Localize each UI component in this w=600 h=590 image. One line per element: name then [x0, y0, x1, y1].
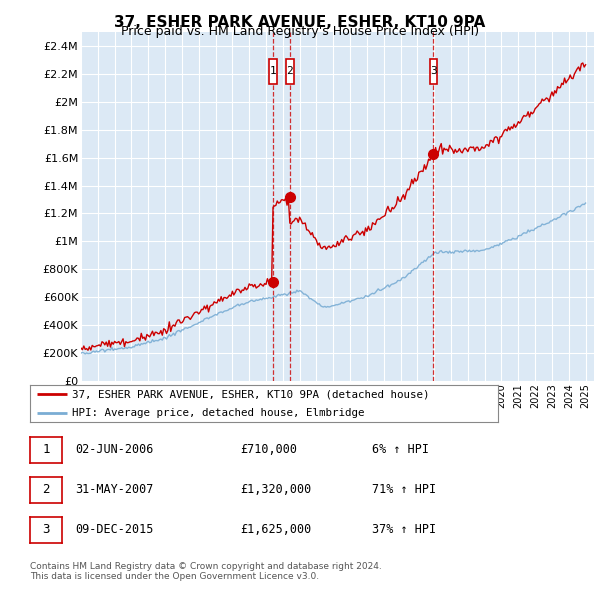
Text: 2: 2 [287, 67, 293, 77]
Text: £1,625,000: £1,625,000 [240, 523, 311, 536]
Text: 3: 3 [43, 523, 50, 536]
Text: 37, ESHER PARK AVENUE, ESHER, KT10 9PA (detached house): 37, ESHER PARK AVENUE, ESHER, KT10 9PA (… [72, 389, 430, 399]
Text: 09-DEC-2015: 09-DEC-2015 [75, 523, 154, 536]
Text: HPI: Average price, detached house, Elmbridge: HPI: Average price, detached house, Elmb… [72, 408, 365, 418]
Text: Contains HM Land Registry data © Crown copyright and database right 2024.: Contains HM Land Registry data © Crown c… [30, 562, 382, 571]
Text: 3: 3 [430, 67, 437, 77]
Text: £1,320,000: £1,320,000 [240, 483, 311, 496]
Text: 31-MAY-2007: 31-MAY-2007 [75, 483, 154, 496]
Text: 2: 2 [43, 483, 50, 496]
FancyBboxPatch shape [269, 59, 277, 84]
FancyBboxPatch shape [430, 59, 437, 84]
Text: £710,000: £710,000 [240, 443, 297, 456]
Text: 71% ↑ HPI: 71% ↑ HPI [372, 483, 436, 496]
Text: Price paid vs. HM Land Registry's House Price Index (HPI): Price paid vs. HM Land Registry's House … [121, 25, 479, 38]
Text: 37, ESHER PARK AVENUE, ESHER, KT10 9PA: 37, ESHER PARK AVENUE, ESHER, KT10 9PA [115, 15, 485, 30]
FancyBboxPatch shape [286, 59, 293, 84]
Text: 02-JUN-2006: 02-JUN-2006 [75, 443, 154, 456]
Text: This data is licensed under the Open Government Licence v3.0.: This data is licensed under the Open Gov… [30, 572, 319, 581]
Text: 6% ↑ HPI: 6% ↑ HPI [372, 443, 429, 456]
Text: 1: 1 [270, 67, 277, 77]
Text: 1: 1 [43, 443, 50, 456]
Text: 37% ↑ HPI: 37% ↑ HPI [372, 523, 436, 536]
